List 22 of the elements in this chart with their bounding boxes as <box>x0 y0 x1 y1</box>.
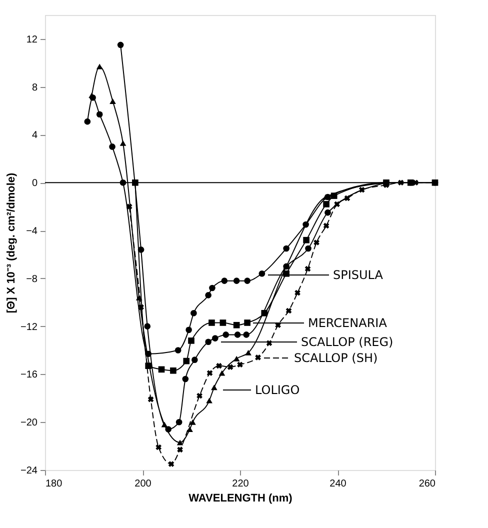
y-tick-label: −24 <box>20 466 38 476</box>
text: SCALLOP (REG) <box>301 335 394 349</box>
y-tick-label: −8 <box>26 274 38 285</box>
y-tick-label: −12 <box>20 322 38 333</box>
x-tick-label: 220 <box>232 478 250 490</box>
x-tick-label: 180 <box>46 478 63 490</box>
x-axis-title: WAVELENGTH (nm) <box>188 492 293 504</box>
y-axis-title: [Θ] X 10⁻³ (deg. cm²/dmole) <box>6 172 18 314</box>
text: SPISULA <box>333 268 384 282</box>
y-tick-label: 0 <box>32 178 38 190</box>
y-tick-label: 12 <box>26 34 38 46</box>
y-tick-label: −4 <box>26 226 38 238</box>
y-tick-label: 8 <box>32 82 38 94</box>
legend-label: MERCENARIA <box>308 316 388 330</box>
y-tick-label: −20 <box>20 418 38 429</box>
x-tick-label: 260 <box>418 478 436 490</box>
y-tick-label: −16 <box>20 370 38 381</box>
x-tick-label: 240 <box>330 478 347 490</box>
y-tick-label: 4 <box>32 130 38 142</box>
legend-label: SCALLOP (SH) <box>294 351 378 365</box>
x-tick-label: 200 <box>134 478 152 490</box>
legend-label: LOLIGO <box>255 383 300 397</box>
